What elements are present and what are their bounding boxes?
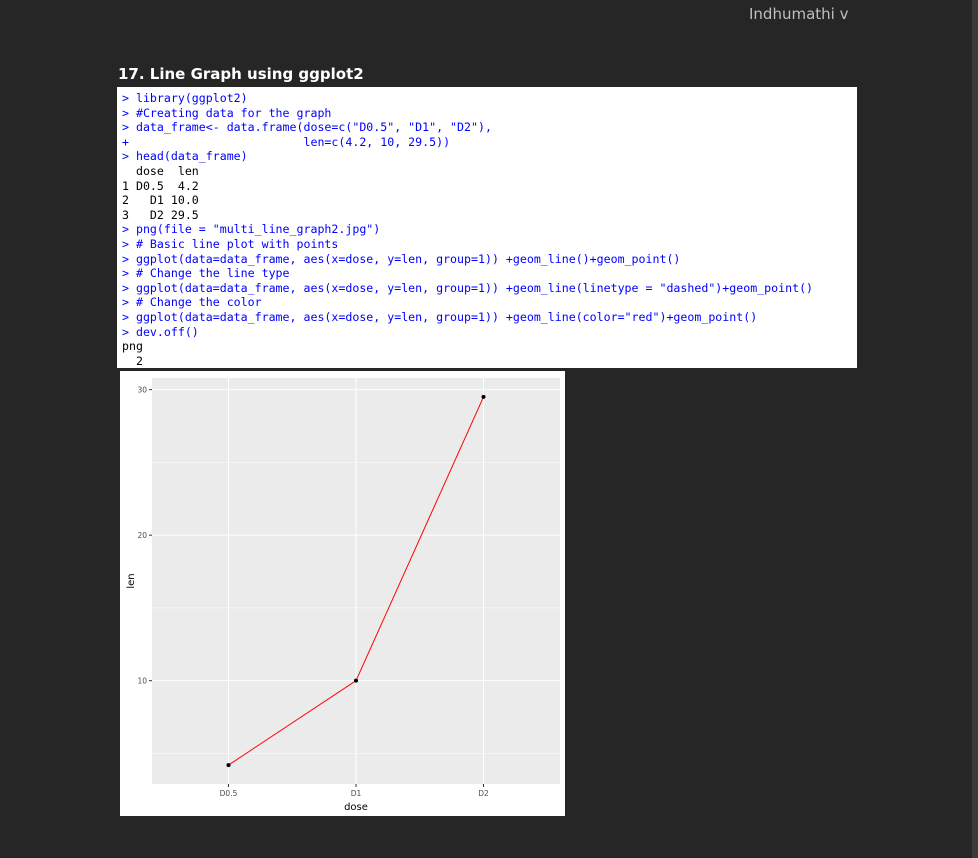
section-heading: 17. Line Graph using ggplot2 [118, 65, 364, 83]
console-output-line: dose len [122, 163, 199, 178]
x-tick-label: D0.5 [220, 789, 238, 798]
x-tick-label: D1 [351, 789, 362, 798]
console-input-line: > ggplot(data=data_frame, aes(x=dose, y=… [122, 309, 758, 324]
console-input-line: > # Change the line type [122, 266, 290, 281]
line-chart: 10 20 30 D0.5 D1 D2 dose len [126, 378, 560, 813]
console-output-line: png [122, 339, 143, 354]
data-point [354, 678, 358, 683]
console-input-line: > ggplot(data=data_frame, aes(x=dose, y=… [122, 280, 814, 295]
y-tick-label: 20 [137, 531, 147, 540]
console-output-line: 3 D2 29.5 [122, 207, 199, 222]
x-axis-label: dose [344, 802, 368, 813]
console-input-line: > # Change the color [122, 295, 262, 310]
y-tick-label: 10 [137, 677, 147, 686]
console-input-line: > dev.off() [122, 324, 199, 339]
console-input-line: + len=c(4.2, 10, 29.5)) [122, 134, 451, 149]
author-name: Indhumathi v [749, 5, 849, 23]
line-graph-plot: 10 20 30 D0.5 D1 D2 dose len [120, 371, 565, 816]
y-tick-label: 30 [137, 386, 147, 395]
console-input-line: > # Basic line plot with points [122, 236, 339, 251]
r-console-output: > library(ggplot2) > #Creating data for t… [117, 87, 857, 368]
console-input-line: > data_frame<- data.frame(dose=c("D0.5",… [122, 120, 492, 135]
window-edge [972, 0, 978, 858]
data-point [481, 394, 486, 399]
x-tick-label: D2 [478, 789, 489, 798]
y-axis-label: len [126, 573, 137, 588]
console-output-line: 2 D1 10.0 [122, 193, 199, 208]
console-input-line: > ggplot(data=data_frame, aes(x=dose, y=… [122, 251, 681, 266]
console-input-line: > png(file = "multi_line_graph2.jpg") [122, 222, 381, 237]
console-output-line: 1 D0.5 4.2 [122, 178, 199, 193]
data-point [226, 763, 231, 768]
console-output-line: 2 [122, 353, 143, 368]
console-input-line: > #Creating data for the graph [122, 105, 332, 120]
console-input-line: > library(ggplot2) [122, 91, 248, 105]
console-input-line: > head(data_frame) [122, 149, 248, 164]
